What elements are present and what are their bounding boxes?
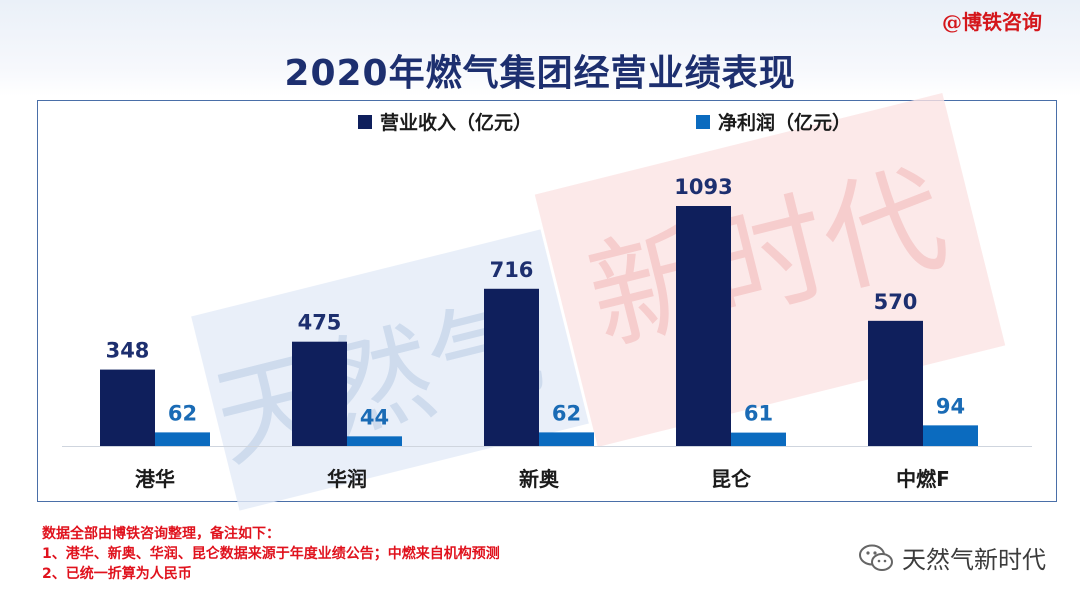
bar-profit-3 (731, 432, 786, 446)
category-label-0: 港华 (135, 467, 175, 491)
data-label-profit-0: 62 (168, 401, 197, 425)
bar-revenue-3 (676, 206, 731, 446)
data-label-revenue-4: 570 (874, 290, 918, 314)
bar-revenue-4 (868, 320, 923, 446)
data-label-revenue-3: 1093 (674, 175, 732, 199)
note-line: 1、港华、新奥、华润、昆仑数据来源于年度业绩公告；中燃来自机构预测 (42, 546, 500, 562)
brand-mark: 天然气新时代 (858, 540, 1046, 575)
legend-swatch-0 (358, 115, 372, 129)
bar-profit-2 (539, 432, 594, 446)
bar-revenue-1 (292, 341, 347, 446)
chart-frame (37, 100, 1057, 502)
data-label-profit-3: 61 (744, 402, 773, 426)
brand-name: 天然气新时代 (902, 546, 1046, 574)
note-line: 数据全部由博铁咨询整理，备注如下： (42, 526, 280, 542)
category-label-1: 华润 (327, 467, 367, 491)
source-credit: @博铁咨询 (942, 10, 1042, 34)
data-label-profit-1: 44 (360, 405, 389, 429)
chart-bars (62, 206, 1032, 447)
chart-labels: 348 62 港华 475 44 华润 716 62 新奥 1093 61 昆仑 570 94 中燃F (106, 175, 966, 491)
bar-profit-1 (347, 436, 402, 446)
header-band (0, 0, 1080, 96)
legend-label-1: 净利润（亿元） (718, 111, 851, 134)
category-label-4: 中燃F (896, 467, 950, 491)
data-label-revenue-0: 348 (106, 339, 150, 363)
note-line: 2、已统一折算为人民币 (42, 566, 192, 582)
chart-title: 2020年燃气集团经营业绩表现 (284, 53, 796, 94)
data-label-revenue-1: 475 (298, 311, 342, 335)
legend-swatch-1 (696, 115, 710, 129)
data-label-profit-2: 62 (552, 401, 581, 425)
category-label-2: 新奥 (519, 467, 560, 491)
bar-revenue-2 (484, 288, 539, 446)
legend-label-0: 营业收入（亿元） (380, 111, 532, 134)
category-label-3: 昆仑 (711, 467, 752, 491)
chart-legend: 营业收入（亿元） 净利润（亿元） (358, 111, 851, 134)
data-label-profit-4: 94 (936, 394, 965, 418)
bar-profit-4 (923, 425, 978, 446)
wechat-icon (859, 544, 893, 571)
bar-profit-0 (155, 432, 210, 446)
bar-revenue-0 (100, 369, 155, 446)
notes-block: 数据全部由博铁咨询整理，备注如下： 1、港华、新奥、华润、昆仑数据来源于年度业绩… (42, 524, 500, 584)
data-label-revenue-2: 716 (490, 258, 534, 282)
